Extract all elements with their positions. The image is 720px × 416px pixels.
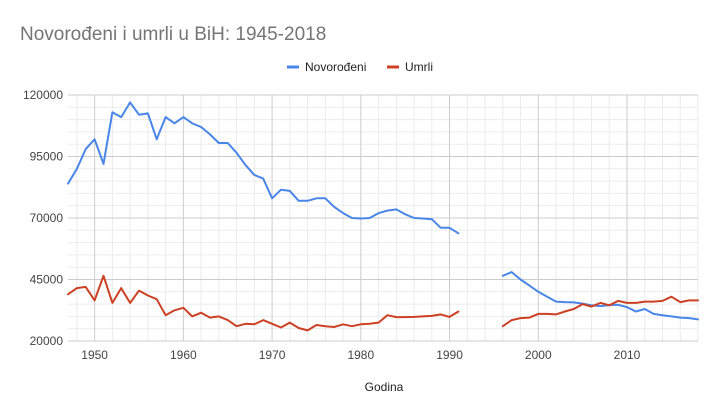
legend-item-umrli[interactable]: Umrli [387,60,433,74]
major-horizontal-gridlines [68,94,698,342]
x-axis-ticks: 1950 1960 1970 1980 1990 2000 2010 [81,348,640,362]
x-tick-label: 1990 [436,348,463,362]
y-tick-label: 70000 [30,211,64,225]
legend[interactable]: Novorođeni Umrli [287,60,433,74]
legend-label: Umrli [405,60,433,74]
y-tick-label: 20000 [30,334,64,348]
minor-horizontal-gridlines [68,106,698,330]
series-umrli [67,274,699,332]
series-line [501,271,699,321]
x-tick-label: 1980 [347,348,374,362]
series-layer [67,101,699,332]
y-tick-label: 120000 [23,88,63,102]
series-line [67,274,460,332]
x-tick-label: 1960 [170,348,197,362]
x-tick-label: 1950 [81,348,108,362]
series-line [67,101,460,235]
series-novorodeni [67,101,699,321]
x-tick-label: 1970 [259,348,286,362]
legend-item-novorodeni[interactable]: Novorođeni [287,60,366,74]
series-line [501,295,699,328]
legend-label: Novorođeni [305,60,366,74]
y-tick-label: 45000 [30,273,64,287]
x-axis-title: Godina [365,380,404,394]
x-tick-label: 2010 [614,348,641,362]
x-tick-label: 2000 [525,348,552,362]
y-tick-label: 95000 [30,150,64,164]
y-axis-ticks: 20000 45000 70000 95000 120000 [23,88,63,348]
chart-title: Novorođeni i umrli u BiH: 1945-2018 [20,24,326,45]
